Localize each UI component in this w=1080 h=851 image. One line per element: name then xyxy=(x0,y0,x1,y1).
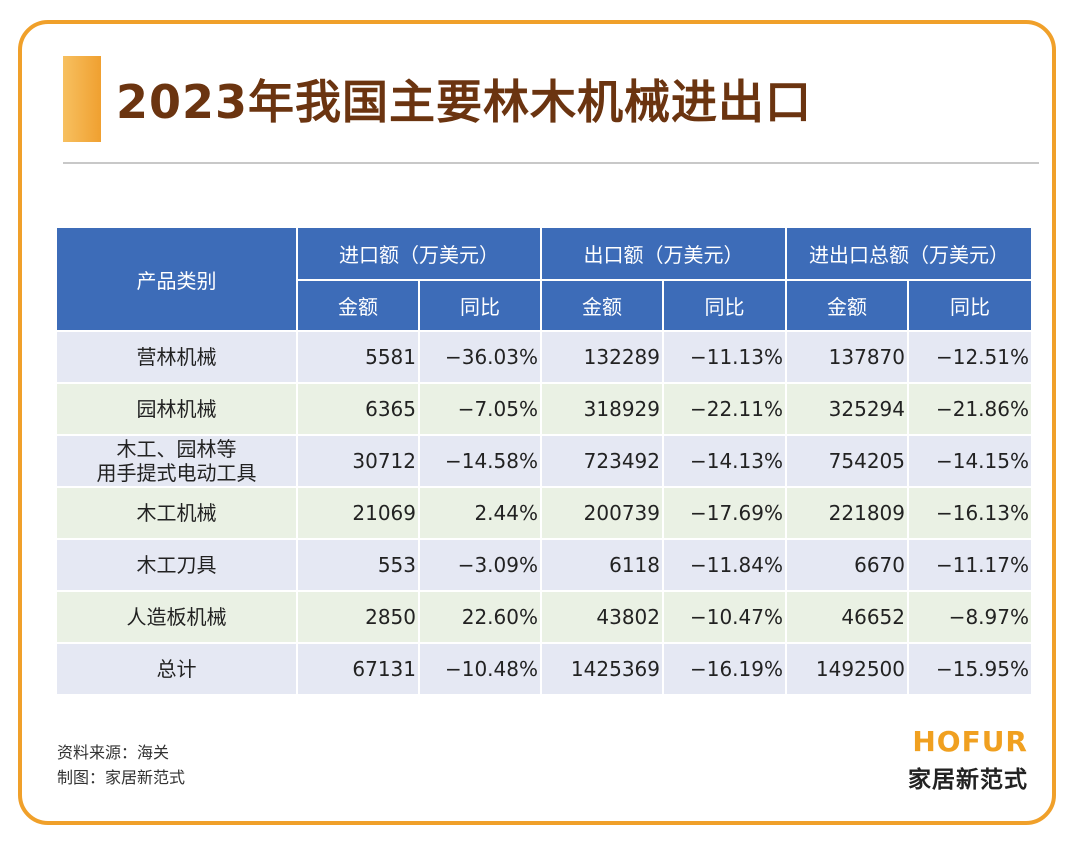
header-category: 产品类别 xyxy=(57,228,298,332)
cell-export-amount: 132289 xyxy=(541,331,664,384)
subheader-total-amount: 金额 xyxy=(786,280,909,332)
subheader-export-yoy: 同比 xyxy=(663,280,787,332)
cell-import-yoy: −3.09% xyxy=(419,539,542,592)
cell-export-yoy: −17.69% xyxy=(663,487,787,540)
cell-export-yoy: −10.47% xyxy=(663,591,787,644)
header-import: 进口额（万美元） xyxy=(297,228,542,281)
row-category: 总计 xyxy=(57,643,298,696)
cell-import-amount: 5581 xyxy=(297,331,420,384)
cell-export-amount: 723492 xyxy=(541,435,664,488)
cell-export-yoy: −22.11% xyxy=(663,383,787,436)
cell-total-amount: 325294 xyxy=(786,383,909,436)
title-divider xyxy=(63,162,1039,164)
cell-export-yoy: −14.13% xyxy=(663,435,787,488)
table-row: 木工机械 21069 2.44% 200739 −17.69% 221809 −16.13% xyxy=(57,487,1031,540)
cell-total-amount: 6670 xyxy=(786,539,909,592)
cell-import-yoy: −10.48% xyxy=(419,643,542,696)
cell-export-amount: 1425369 xyxy=(541,643,664,696)
row-category: 木工、园林等 用手提式电动工具 xyxy=(57,435,298,488)
author-text: 制图：家居新范式 xyxy=(57,768,186,787)
subheader-total-yoy: 同比 xyxy=(908,280,1031,332)
cell-import-yoy: −36.03% xyxy=(419,331,542,384)
cell-total-yoy: −11.17% xyxy=(908,539,1031,592)
row-category: 人造板机械 xyxy=(57,591,298,644)
header-total: 进出口总额（万美元） xyxy=(786,228,1031,281)
cell-total-yoy: −8.97% xyxy=(908,591,1031,644)
cell-import-amount: 21069 xyxy=(297,487,420,540)
cell-import-yoy: 22.60% xyxy=(419,591,542,644)
cell-total-amount: 221809 xyxy=(786,487,909,540)
page-title: 2023年我国主要林木机械进出口 xyxy=(116,75,813,129)
cell-export-yoy: −11.84% xyxy=(663,539,787,592)
row-category: 木工机械 xyxy=(57,487,298,540)
cell-total-yoy: −15.95% xyxy=(908,643,1031,696)
table-row: 木工、园林等 用手提式电动工具 30712 −14.58% 723492 −14.13% 7… xyxy=(57,435,1031,488)
brand-logo-en: HOFUR xyxy=(912,725,1028,758)
cell-import-amount: 2850 xyxy=(297,591,420,644)
cell-import-yoy: −7.05% xyxy=(419,383,542,436)
cell-import-yoy: −14.58% xyxy=(419,435,542,488)
cell-total-amount: 137870 xyxy=(786,331,909,384)
row-category: 营林机械 xyxy=(57,331,298,384)
cell-export-amount: 6118 xyxy=(541,539,664,592)
subheader-import-yoy: 同比 xyxy=(419,280,542,332)
row-category: 木工刀具 xyxy=(57,539,298,592)
subheader-export-amount: 金额 xyxy=(541,280,664,332)
table-row: 人造板机械 2850 22.60% 43802 −10.47% 46652 −8.97% xyxy=(57,591,1031,644)
cell-import-amount: 67131 xyxy=(297,643,420,696)
title-accent-bar xyxy=(63,56,101,142)
table-row: 园林机械 6365 −7.05% 318929 −22.11% 325294 −21.86% xyxy=(57,383,1031,436)
brand-logo-cn: 家居新范式 xyxy=(908,767,1028,793)
table-row: 营林机械 5581 −36.03% 132289 −11.13% 137870 −12.51… xyxy=(57,331,1031,384)
source-text: 资料来源：海关 xyxy=(57,743,170,762)
row-category: 园林机械 xyxy=(57,383,298,436)
cell-total-yoy: −14.15% xyxy=(908,435,1031,488)
table-row: 总计 67131 −10.48% 1425369 −16.19% 1492500 −15.9… xyxy=(57,643,1031,696)
cell-export-amount: 43802 xyxy=(541,591,664,644)
header-export: 出口额（万美元） xyxy=(541,228,787,281)
cell-total-amount: 1492500 xyxy=(786,643,909,696)
cell-export-yoy: −11.13% xyxy=(663,331,787,384)
cell-total-amount: 754205 xyxy=(786,435,909,488)
cell-total-yoy: −21.86% xyxy=(908,383,1031,436)
cell-export-amount: 318929 xyxy=(541,383,664,436)
cell-total-amount: 46652 xyxy=(786,591,909,644)
table-body: 营林机械 5581 −36.03% 132289 −11.13% 137870 −12.51… xyxy=(57,331,1031,696)
subheader-import-amount: 金额 xyxy=(297,280,420,332)
cell-import-amount: 553 xyxy=(297,539,420,592)
table-row: 木工刀具 553 −3.09% 6118 −11.84% 6670 −11.17% xyxy=(57,539,1031,592)
cell-total-yoy: −16.13% xyxy=(908,487,1031,540)
cell-import-amount: 30712 xyxy=(297,435,420,488)
cell-total-yoy: −12.51% xyxy=(908,331,1031,384)
cell-export-amount: 200739 xyxy=(541,487,664,540)
cell-import-yoy: 2.44% xyxy=(419,487,542,540)
source-note: 资料来源：海关 制图：家居新范式 xyxy=(57,740,185,790)
cell-export-yoy: −16.19% xyxy=(663,643,787,696)
data-table: 产品类别 进口额（万美元） 出口额（万美元） 进出口总额（万美元） 金额 同比 … xyxy=(57,228,1031,696)
cell-import-amount: 6365 xyxy=(297,383,420,436)
